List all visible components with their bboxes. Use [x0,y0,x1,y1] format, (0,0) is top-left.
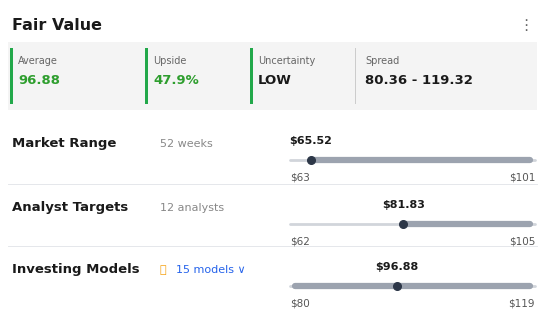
Text: $105: $105 [508,236,535,246]
Text: Fair Value: Fair Value [12,18,102,33]
Text: $62: $62 [290,236,310,246]
Text: 96.88: 96.88 [18,74,60,87]
Text: $119: $119 [508,298,535,308]
Text: $65.52: $65.52 [289,136,332,146]
Text: 80.36 - 119.32: 80.36 - 119.32 [365,74,473,87]
Text: 12 analysts: 12 analysts [160,203,224,213]
Text: $96.88: $96.88 [375,262,419,272]
Bar [250,48,253,104]
Text: 15 models ∨: 15 models ∨ [176,265,246,275]
Text: $101: $101 [508,172,535,182]
Text: Ⓟ: Ⓟ [160,265,167,275]
Text: ⋮: ⋮ [518,18,533,33]
Text: LOW: LOW [258,74,292,87]
Text: Spread: Spread [365,56,399,66]
Text: Investing Models: Investing Models [12,264,140,277]
Bar [145,48,148,104]
Text: Uncertainty: Uncertainty [258,56,315,66]
Text: $80: $80 [290,298,310,308]
Bar [10,48,13,104]
Bar [8,42,537,110]
Text: 52 weeks: 52 weeks [160,139,213,149]
Text: $81.83: $81.83 [382,200,425,210]
Text: Upside: Upside [153,56,186,66]
Text: Market Range: Market Range [12,138,117,150]
Bar [355,48,356,104]
Text: 47.9%: 47.9% [153,74,199,87]
Text: $63: $63 [290,172,310,182]
Text: Average: Average [18,56,58,66]
Text: Analyst Targets: Analyst Targets [12,202,128,215]
